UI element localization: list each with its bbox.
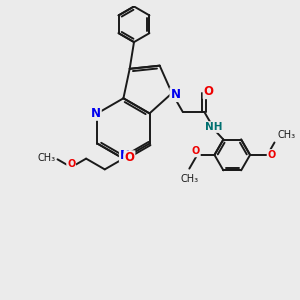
- Text: N: N: [170, 88, 180, 101]
- Text: CH₃: CH₃: [278, 130, 296, 140]
- Text: O: O: [67, 159, 75, 169]
- Text: N: N: [91, 107, 101, 120]
- Text: O: O: [204, 85, 214, 98]
- Text: O: O: [268, 150, 276, 160]
- Text: O: O: [192, 146, 200, 157]
- Text: O: O: [124, 151, 134, 164]
- Text: NH: NH: [205, 122, 222, 132]
- Text: CH₃: CH₃: [180, 174, 198, 184]
- Text: N: N: [120, 149, 130, 162]
- Text: CH₃: CH₃: [37, 153, 55, 163]
